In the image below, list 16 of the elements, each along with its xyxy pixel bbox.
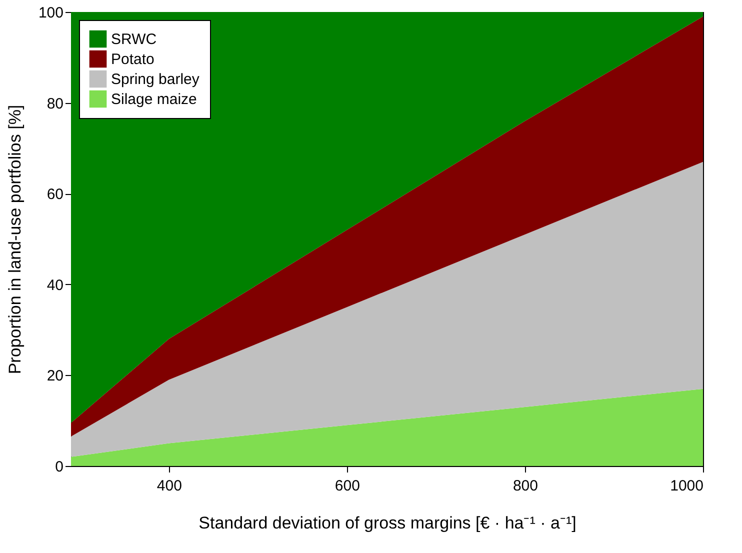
y-tick-label: 80 xyxy=(46,95,64,112)
y-tick-label: 20 xyxy=(46,368,64,385)
x-tick-label: 800 xyxy=(512,478,538,494)
y-axis-title: Proportion in land-use portfolios [%] xyxy=(5,104,24,374)
y-tick-label: 100 xyxy=(38,4,64,22)
y-tick-label: 60 xyxy=(46,186,64,204)
y-tick-label: 40 xyxy=(46,276,64,294)
y-tick-label: 0 xyxy=(55,458,64,476)
legend-label: Silage maize xyxy=(111,91,197,108)
legend-label: Potato xyxy=(111,51,154,68)
x-tick-label: 1000 xyxy=(670,478,704,494)
x-tick-label: 400 xyxy=(156,478,182,494)
legend-label: Spring barley xyxy=(111,71,200,88)
legend-label: SRWC xyxy=(111,31,157,48)
x-tick-label: 600 xyxy=(334,478,360,494)
x-axis-title: Standard deviation of gross margins [€ · ha⁻¹ · a⁻¹] xyxy=(198,514,576,532)
